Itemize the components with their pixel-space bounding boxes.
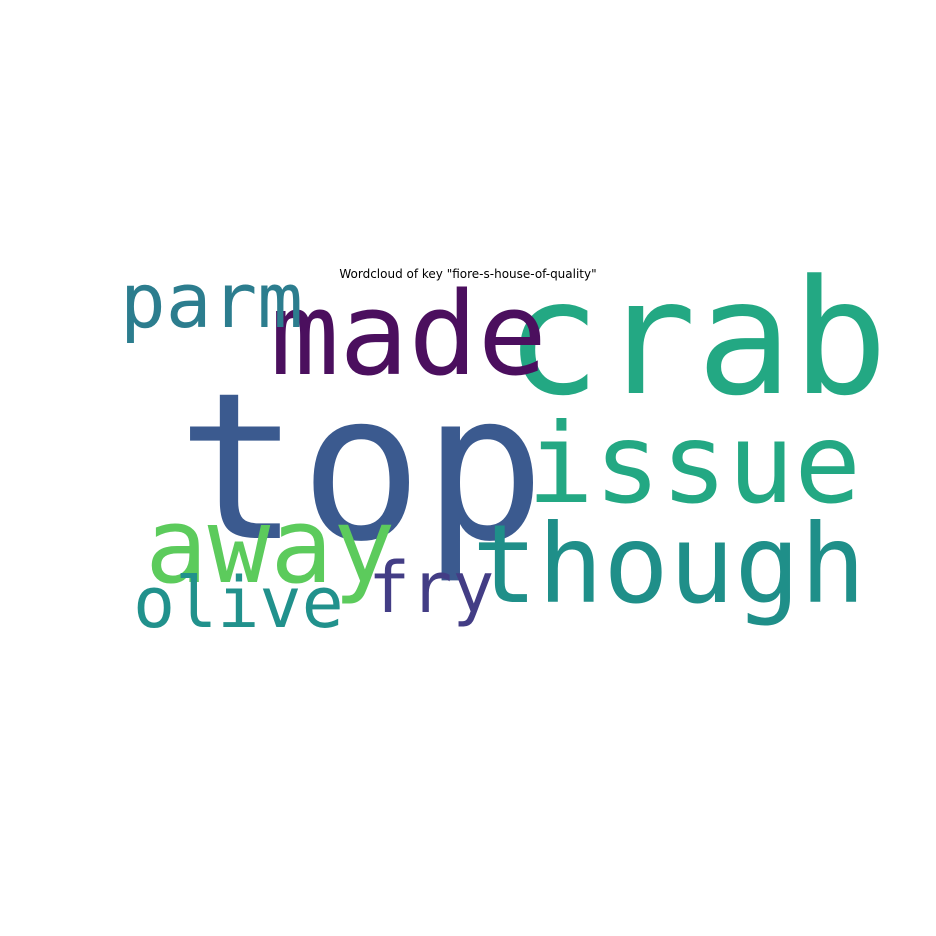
word-parm: parm <box>120 256 303 345</box>
word-made: made <box>270 268 547 402</box>
word-though: though <box>472 501 866 628</box>
word-issue: issue <box>527 400 861 529</box>
word-top: top <box>177 350 545 587</box>
word-fry: fry <box>368 547 494 629</box>
word-away: away <box>145 485 395 607</box>
word-olive: olive <box>133 562 344 644</box>
word-crab: crab <box>505 246 888 431</box>
chart-title: Wordcloud of key "fiore-s-house-of-quali… <box>339 267 597 281</box>
